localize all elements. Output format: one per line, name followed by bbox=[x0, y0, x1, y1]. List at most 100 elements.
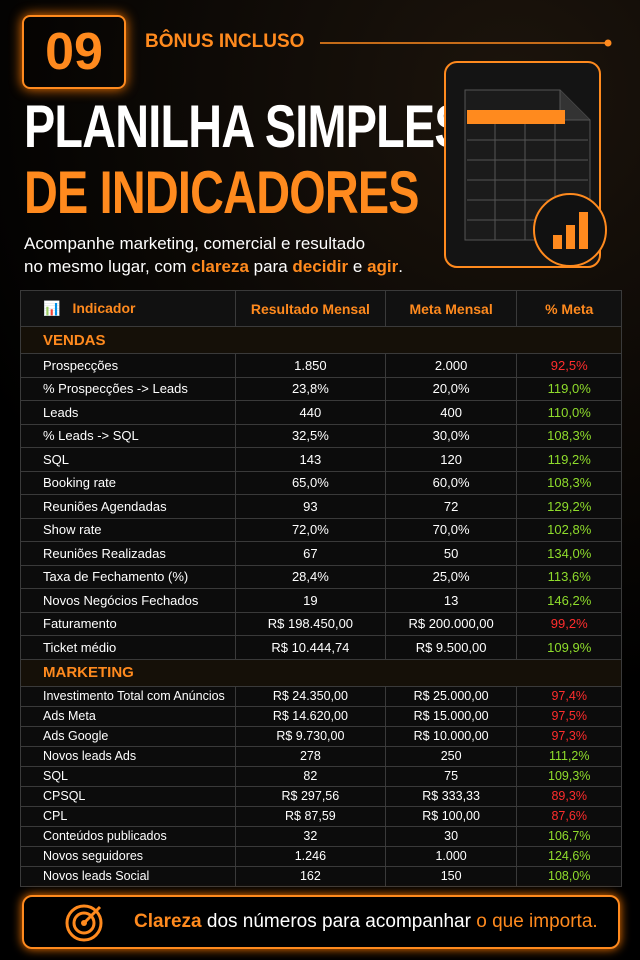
table-cell: 1.000 bbox=[384, 845, 518, 867]
table-cell: R$ 15.000,00 bbox=[384, 705, 518, 727]
table-cell: Taxa de Fechamento (%) bbox=[20, 564, 236, 589]
table-cell: 72,0% bbox=[234, 517, 386, 542]
table-cell: 102,8% bbox=[516, 517, 622, 542]
table-cell: Ads Google bbox=[20, 725, 236, 747]
table-cell: SQL bbox=[20, 447, 236, 472]
table-cell: 87,6% bbox=[516, 805, 622, 827]
table-cell: Leads bbox=[20, 400, 236, 425]
section-row: MARKETING bbox=[20, 658, 622, 687]
table-cell: Novos Negócios Fechados bbox=[20, 588, 236, 613]
table-cell: R$ 297,56 bbox=[234, 785, 386, 807]
table-cell: 92,5% bbox=[516, 353, 622, 378]
indicator-table: 📊 Indicador Resultado Mensal Meta Mensal … bbox=[20, 290, 622, 887]
data-row: Novos leads Social 162 150 108,0% bbox=[20, 865, 622, 887]
table-cell: 124,6% bbox=[516, 845, 622, 867]
table-cell: 32,5% bbox=[234, 423, 386, 448]
table-cell: Ads Meta bbox=[20, 705, 236, 727]
table-cell: Reuniões Realizadas bbox=[20, 541, 236, 566]
table-cell: 28,4% bbox=[234, 564, 386, 589]
table-cell: 30,0% bbox=[384, 423, 518, 448]
subtitle-text: no mesmo lugar, com bbox=[24, 257, 192, 276]
table-cell: 440 bbox=[234, 400, 386, 425]
table-cell: 111,2% bbox=[516, 745, 622, 767]
data-row: Investimento Total com Anúncios R$ 24.350… bbox=[20, 685, 622, 707]
data-row: Reuniões Agendadas 93 72 129,2% bbox=[20, 494, 622, 519]
table-cell: R$ 14.620,00 bbox=[234, 705, 386, 727]
data-row: Ads Meta R$ 14.620,00 R$ 15.000,00 97,5% bbox=[20, 705, 622, 727]
header-text: Resultado Mensal bbox=[250, 300, 370, 317]
table-cell: 109,9% bbox=[516, 635, 622, 660]
table-cell: 119,2% bbox=[516, 447, 622, 472]
table-cell: Conteúdos publicados bbox=[20, 825, 236, 847]
table-cell: 60,0% bbox=[384, 470, 518, 495]
table-cell: R$ 198.450,00 bbox=[234, 611, 386, 636]
table-cell: 65,0% bbox=[234, 470, 386, 495]
data-row: SQL 82 75 109,3% bbox=[20, 765, 622, 787]
table-cell: 1.850 bbox=[234, 353, 386, 378]
table-cell: % Leads -> SQL bbox=[20, 423, 236, 448]
table-cell: Ticket médio bbox=[20, 635, 236, 660]
table-cell: R$ 25.000,00 bbox=[384, 685, 518, 707]
table-cell: CPSQL bbox=[20, 785, 236, 807]
table-cell: 150 bbox=[384, 865, 518, 887]
header-cell: % Meta bbox=[516, 290, 622, 327]
table-cell: 50 bbox=[384, 541, 518, 566]
data-row: Novos leads Ads 278 250 111,2% bbox=[20, 745, 622, 767]
subtitle-text: . bbox=[398, 257, 403, 276]
table-cell: % Prospecções -> Leads bbox=[20, 376, 236, 401]
data-row: Booking rate 65,0% 60,0% 108,3% bbox=[20, 470, 622, 495]
table-cell: R$ 9.730,00 bbox=[234, 725, 386, 747]
table-cell: R$ 10.000,00 bbox=[384, 725, 518, 747]
header-cell: Meta Mensal bbox=[384, 290, 518, 327]
header-cell: Resultado Mensal bbox=[234, 290, 386, 327]
table-cell: CPL bbox=[20, 805, 236, 827]
table-cell: 93 bbox=[234, 494, 386, 519]
subtitle-text: e bbox=[348, 257, 368, 276]
data-row: Reuniões Realizadas 67 50 134,0% bbox=[20, 541, 622, 566]
table-cell: 143 bbox=[234, 447, 386, 472]
data-row: % Prospecções -> Leads 23,8% 20,0% 119,0% bbox=[20, 376, 622, 401]
header-row: 📊 Indicador Resultado Mensal Meta Mensal … bbox=[20, 290, 622, 327]
data-row: Show rate 72,0% 70,0% 102,8% bbox=[20, 517, 622, 542]
subtitle-highlight: agir bbox=[367, 257, 399, 276]
subtitle-text: para bbox=[248, 257, 293, 276]
table-cell: 19 bbox=[234, 588, 386, 613]
table-cell: 120 bbox=[384, 447, 518, 472]
table-cell: 250 bbox=[384, 745, 518, 767]
table-cell: 82 bbox=[234, 765, 386, 787]
section-name: MARKETING bbox=[20, 658, 622, 687]
table-cell: Novos leads Social bbox=[20, 865, 236, 887]
table-cell: Reuniões Agendadas bbox=[20, 494, 236, 519]
table-cell: 20,0% bbox=[384, 376, 518, 401]
footer-highlight: Clareza bbox=[134, 911, 202, 932]
table-cell: Show rate bbox=[20, 517, 236, 542]
table-cell: SQL bbox=[20, 765, 236, 787]
table-cell: 109,3% bbox=[516, 765, 622, 787]
table-cell: R$ 10.444,74 bbox=[234, 635, 386, 660]
data-row: Conteúdos publicados 32 30 106,7% bbox=[20, 825, 622, 847]
table-cell: 146,2% bbox=[516, 588, 622, 613]
table-cell: 134,0% bbox=[516, 541, 622, 566]
bonus-label: BÔNUS INCLUSO bbox=[145, 31, 305, 52]
table-cell: 99,2% bbox=[516, 611, 622, 636]
table-cell: 162 bbox=[234, 865, 386, 887]
data-row: Ticket médio R$ 10.444,74 R$ 9.500,00 109,9… bbox=[20, 635, 622, 660]
table-cell: 13 bbox=[384, 588, 518, 613]
table-cell: 113,6% bbox=[516, 564, 622, 589]
subtitle-highlight: decidir bbox=[292, 257, 349, 276]
data-row: % Leads -> SQL 32,5% 30,0% 108,3% bbox=[20, 423, 622, 448]
data-row: Faturamento R$ 198.450,00 R$ 200.000,00 99,… bbox=[20, 611, 622, 636]
table-cell: 72 bbox=[384, 494, 518, 519]
table-cell: Novos leads Ads bbox=[20, 745, 236, 767]
table-cell: 1.246 bbox=[234, 845, 386, 867]
title-line2: DE INDICADORES bbox=[24, 159, 420, 226]
table-cell: 25,0% bbox=[384, 564, 518, 589]
table-cell: R$ 333,33 bbox=[384, 785, 518, 807]
table-cell: 119,0% bbox=[516, 376, 622, 401]
header-cell: 📊 Indicador bbox=[20, 290, 236, 327]
divider bbox=[320, 39, 612, 47]
table-cell: Booking rate bbox=[20, 470, 236, 495]
table-cell: Novos seguidores bbox=[20, 845, 236, 867]
badge: 09 bbox=[22, 15, 126, 89]
table-cell: 106,7% bbox=[516, 825, 622, 847]
